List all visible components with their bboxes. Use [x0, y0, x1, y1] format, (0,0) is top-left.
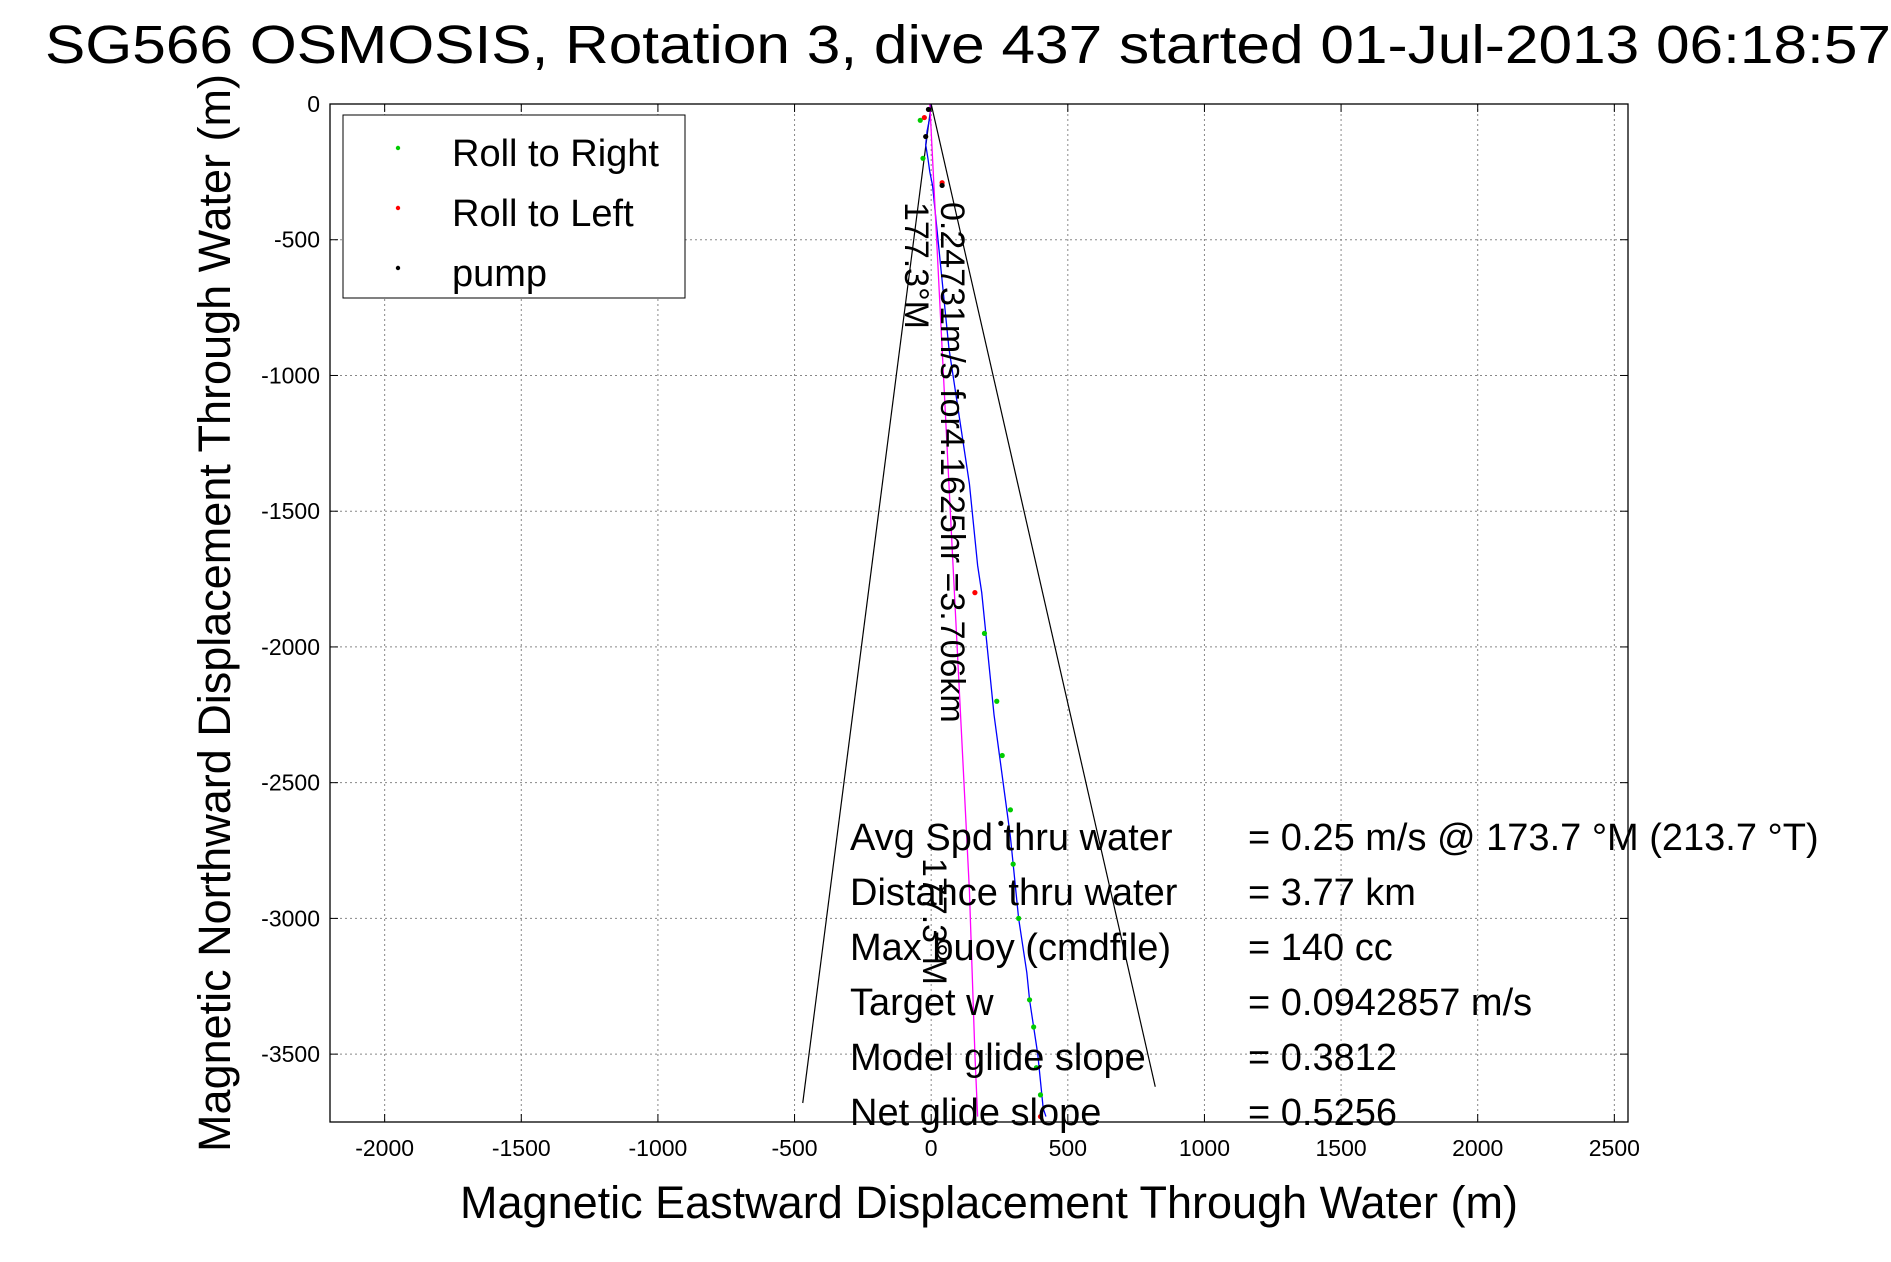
y-tick-label: -1500 — [261, 498, 320, 524]
roll-to-right-point — [1016, 915, 1022, 922]
stat-value: = 0.0942857 m/s — [1248, 982, 1532, 1024]
roll-to-right-point — [1033, 1065, 1039, 1071]
heading-fan-line — [802, 103, 932, 1104]
y-axis-ticks: 0 -500 -1000 -1500 -2000 -2500 -3000 -3500 — [261, 91, 1628, 1067]
pump-point — [925, 106, 932, 113]
stat-value: = 0.25 m/s @ 173.7 °M (213.7 °T) — [1248, 817, 1819, 859]
roll-to-left-point — [972, 590, 978, 596]
x-tick-label: -500 — [772, 1135, 818, 1161]
roll-to-right-point — [999, 752, 1005, 759]
y-tick-label: -2500 — [261, 770, 320, 796]
stat-value: = 3.77 km — [1248, 872, 1416, 914]
stat-value: = 140 cc — [1248, 927, 1393, 969]
roll-to-right-point — [1037, 1092, 1044, 1098]
projected-track-line — [929, 103, 979, 1117]
x-tick-label: 2500 — [1589, 1135, 1640, 1161]
x-tick-label: -1500 — [492, 1135, 551, 1161]
stat-label: Avg Spd thru water — [850, 817, 1173, 859]
stat-label: Target w — [850, 982, 994, 1024]
pump-point — [998, 820, 1004, 826]
heading-fan-lines — [802, 103, 1156, 1104]
roll-to-right-point — [1007, 807, 1014, 813]
stat-label: Max buoy (cmdfile) — [850, 927, 1171, 969]
roll-to-right-point — [1010, 861, 1016, 867]
y-tick-label: -3500 — [261, 1041, 320, 1067]
heading-fan-line — [930, 103, 1156, 1087]
legend-label: Roll to Left — [452, 193, 634, 235]
legend-label: pump — [452, 253, 547, 295]
stat-value: = 0.5256 — [1248, 1092, 1397, 1134]
legend-marker-roll-to-left — [395, 205, 401, 211]
track-series — [917, 103, 1047, 1120]
plot-frame — [329, 103, 1629, 1123]
legend-marker-pump — [395, 265, 401, 271]
x-tick-label: -1000 — [629, 1135, 688, 1161]
heading-label-left: 177.3°M — [897, 202, 935, 329]
y-tick-label: 0 — [307, 91, 320, 117]
chart-title: SG566 OSMOSIS, Rotation 3, dive 437 star… — [45, 15, 1891, 75]
roll-to-right-point — [994, 698, 1000, 704]
roll-to-right-point — [1031, 1024, 1037, 1030]
y-tick-label: -1000 — [261, 362, 320, 388]
roll-to-left-point — [921, 114, 927, 121]
pump-point — [923, 133, 929, 140]
x-axis-ticks: -2000 -1500 -1000 -500 0 500 1000 1500 2000 2500 — [355, 104, 1640, 1161]
y-axis-label: Magnetic Northward Displacement Through … — [189, 74, 240, 1152]
stat-label: Model glide slope — [850, 1037, 1146, 1079]
x-tick-label: 500 — [1049, 1135, 1087, 1161]
y-tick-label: -3000 — [261, 905, 320, 931]
dive-track-line — [925, 103, 1047, 1117]
roll-to-left-point — [1037, 1113, 1044, 1120]
legend-label: Roll to Right — [452, 133, 659, 175]
roll-to-right-point — [920, 155, 926, 161]
rotated-annotations: 177.3°M 0.24731m/s for4.1625hr =3.706km … — [897, 202, 971, 985]
x-tick-label: -2000 — [355, 1135, 414, 1161]
y-tick-label: -500 — [274, 227, 320, 253]
x-tick-label: 1000 — [1179, 1135, 1230, 1161]
x-axis-label: Magnetic Eastward Displacement Through W… — [460, 1177, 1518, 1228]
x-tick-label: 2000 — [1452, 1135, 1503, 1161]
legend-box — [342, 114, 686, 299]
speed-annotation: 0.24731m/s for4.1625hr =3.706km — [933, 202, 971, 723]
roll-to-right-point — [981, 630, 988, 636]
stats-block: Avg Spd thru water = 0.25 m/s @ 173.7 °M … — [850, 817, 1819, 1134]
x-tick-label: 0 — [925, 1135, 938, 1161]
roll-to-right-point — [1026, 997, 1033, 1003]
heading-label-right: 177.3°M — [915, 858, 953, 985]
legend: Roll to Right Roll to Left pump — [342, 114, 686, 299]
stat-label: Net glide slope — [850, 1092, 1101, 1134]
y-tick-label: -2000 — [261, 634, 320, 660]
legend-marker-roll-to-right — [395, 145, 401, 151]
stat-value: = 0.3812 — [1248, 1037, 1397, 1079]
stat-label: Distance thru water — [850, 872, 1178, 914]
pump-point — [939, 182, 945, 189]
x-tick-label: 1500 — [1315, 1135, 1366, 1161]
roll-to-right-point — [917, 117, 923, 123]
